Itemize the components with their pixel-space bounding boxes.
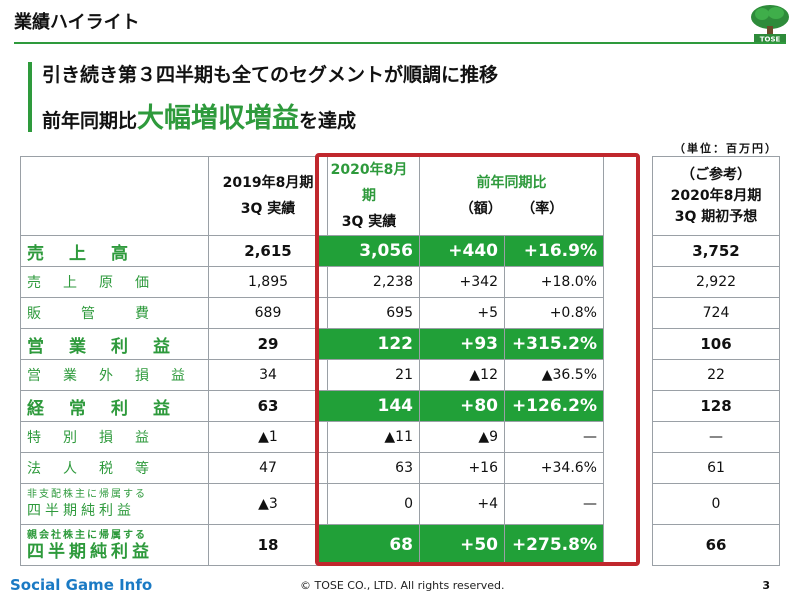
yoy-rate: +34.6% (504, 452, 604, 484)
header-prev-year-line1: 2019年8月期 (222, 175, 314, 191)
yoy-amount: +80 (419, 390, 505, 422)
prev-value: 2,615 (208, 235, 328, 267)
yoy-amount: +50 (419, 524, 505, 566)
header-yoy-line1: 前年同期比 (476, 175, 547, 191)
forecast-value: 61 (652, 452, 780, 484)
row-label: 売 上 原 価 (20, 266, 209, 298)
yoy-amount: +440 (419, 235, 505, 267)
results-table-labels: 2019年8月期 3Q 実績 売 上 高 2,615 売 上 原 価 1,895 販 … (20, 156, 328, 566)
forecast-value: 106 (652, 328, 780, 360)
yoy-rate: +16.9% (504, 235, 604, 267)
forecast-value: 66 (652, 524, 780, 566)
row-label: 売 上 高 (20, 235, 209, 267)
header-yoy-rate: （率） (521, 201, 564, 217)
row-label-small: 非支配株主に帰属する (27, 489, 147, 500)
yoy-amount: +93 (419, 328, 505, 360)
prev-value: 47 (208, 452, 328, 484)
row-label: 法 人 税 等 (20, 452, 209, 484)
prev-value: 34 (208, 359, 328, 391)
prev-value: 29 (208, 328, 328, 360)
forecast-value: 2,922 (652, 266, 780, 298)
yoy-rate: +0.8% (504, 297, 604, 329)
results-table-forecast: （ご参考） 2020年8月期 3Q 期初予想 3,752 2,922 724 106… (652, 156, 780, 566)
row-label-main: 四半期純利益 (27, 542, 153, 562)
yoy-rate: +126.2% (504, 390, 604, 422)
curr-value: 2,238 (318, 266, 420, 298)
current-period-highlight-frame (315, 153, 640, 566)
logo-text: TOSE (760, 36, 781, 44)
row-label: 特 別 損 益 (20, 421, 209, 453)
forecast-value: 128 (652, 390, 780, 422)
headline-accent-bar (28, 62, 32, 132)
results-table-current: 2020年8月期 3Q 実績 前年同期比 （額） （率） 3,056 +440 +16.… (318, 156, 604, 566)
yoy-rate: +315.2% (504, 328, 604, 360)
headline-line2-post: を達成 (299, 110, 357, 132)
header-prev-year-line2: 3Q 実績 (240, 201, 296, 217)
tose-logo-icon: TOSE (751, 5, 789, 44)
watermark-brand-a: Social Game (10, 576, 120, 594)
header-forecast-line3: 3Q 期初予想 (674, 208, 758, 225)
header-curr-year-line1: 2020年8月期 (330, 162, 408, 204)
prev-value: ▲1 (208, 421, 328, 453)
yoy-amount: ▲9 (419, 421, 505, 453)
curr-value: 0 (318, 483, 420, 525)
copyright-text: © TOSE CO., LTD. All rights reserved. (300, 579, 505, 592)
prev-value: 689 (208, 297, 328, 329)
row-label: 営 業 外 損 益 (20, 359, 209, 391)
row-label-small: 親会社株主に帰属する (27, 530, 147, 541)
slide-title: 業績ハイライト (14, 12, 140, 33)
prev-value: 18 (208, 524, 328, 566)
forecast-value: 724 (652, 297, 780, 329)
prev-value: 1,895 (208, 266, 328, 298)
curr-value: 63 (318, 452, 420, 484)
forecast-value: 0 (652, 483, 780, 525)
yoy-rate: ▲36.5% (504, 359, 604, 391)
headline-line2: 前年同期比大幅増収増益を達成 (42, 96, 356, 135)
headline-line2-pre: 前年同期比 (42, 110, 138, 132)
unit-note: （単位：百万円） (674, 142, 778, 155)
watermark-brand-b: Info (119, 576, 153, 594)
watermark-brand: Social Game Info (10, 576, 152, 594)
forecast-value: — (652, 421, 780, 453)
page-number: 3 (762, 579, 770, 592)
row-label-main: 四半期純利益 (27, 503, 135, 519)
headline-highlight: 大幅増収増益 (137, 103, 300, 134)
title-rule (14, 42, 786, 44)
header-prev-year: 2019年8月期 3Q 実績 (208, 156, 328, 236)
yoy-amount: ▲12 (419, 359, 505, 391)
forecast-value: 3,752 (652, 235, 780, 267)
header-blank-cell (20, 156, 209, 236)
header-forecast-line1: （ご参考） (681, 166, 751, 183)
yoy-rate: +275.8% (504, 524, 604, 566)
header-curr-year-line2: 3Q 実績 (341, 214, 397, 230)
prev-value: ▲3 (208, 483, 328, 525)
row-label: 非支配株主に帰属する四半期純利益 (20, 483, 209, 525)
curr-value: ▲11 (318, 421, 420, 453)
headline-line1: 引き続き第３四半期も全てのセグメントが順調に推移 (42, 64, 499, 86)
forecast-value: 22 (652, 359, 780, 391)
header-curr-year: 2020年8月期 3Q 実績 (318, 156, 420, 236)
row-label: 営 業 利 益 (20, 328, 209, 360)
yoy-rate: — (504, 483, 604, 525)
curr-value: 695 (318, 297, 420, 329)
header-yoy-amount: （額） (459, 201, 502, 217)
yoy-amount: +16 (419, 452, 505, 484)
curr-value: 68 (318, 524, 420, 566)
row-label: 親会社株主に帰属する 四半期純利益 (20, 524, 209, 566)
header-forecast-line2: 2020年8月期 (670, 187, 762, 204)
row-label: 販 管 費 (20, 297, 209, 329)
yoy-rate: +18.0% (504, 266, 604, 298)
header-forecast: （ご参考） 2020年8月期 3Q 期初予想 (652, 156, 780, 236)
row-label: 経 常 利 益 (20, 390, 209, 422)
yoy-amount: +342 (419, 266, 505, 298)
prev-value: 63 (208, 390, 328, 422)
